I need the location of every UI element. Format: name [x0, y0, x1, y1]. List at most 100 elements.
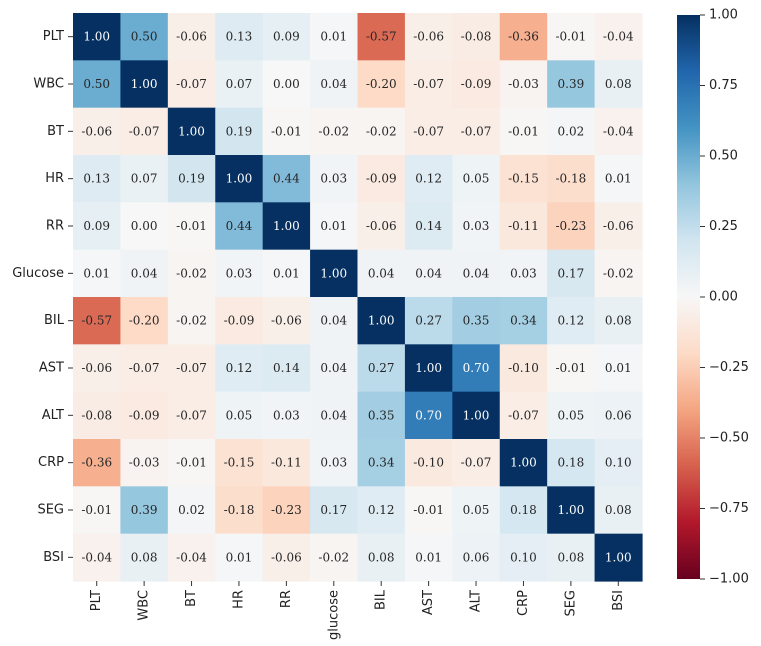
cell-value-label: 1.00 — [510, 456, 537, 470]
heatmap-cell-bsi-bt — [167, 533, 216, 582]
heatmap-cell-seg-hr — [215, 486, 264, 535]
column-tick-label: HR — [231, 590, 246, 609]
cell-value-label: 0.12 — [558, 314, 585, 328]
heatmap-cell-bil-ast — [404, 297, 453, 345]
heatmap-cell-seg-seg — [547, 486, 596, 535]
cell-value-label: 0.13 — [226, 30, 253, 44]
heatmap-cell-rr-wbc — [120, 202, 169, 251]
colorbar-tick-label: 0.75 — [709, 78, 738, 93]
heatmap-cell-seg-bsi — [594, 486, 643, 535]
cell-value-label: 0.50 — [83, 77, 110, 91]
cell-value-label: 0.02 — [178, 503, 205, 517]
cell-value-label: -0.10 — [413, 456, 444, 470]
cell-value-label: 0.04 — [131, 266, 158, 280]
heatmap-cell-labels: 1.00 0.50 -0.06 0.13 0.09 0.01 -0.57 -0.06 -0.08… — [81, 30, 634, 565]
cell-value-label: 0.09 — [83, 219, 110, 233]
cell-value-label: 0.03 — [463, 219, 490, 233]
heatmap-cell-hr-alt — [452, 155, 501, 203]
heatmap-cell-ast-bsi — [594, 344, 643, 393]
colorbar-tick-label: 1.00 — [709, 8, 738, 23]
heatmap-cell-hr-hr — [215, 155, 264, 203]
heatmap-cell-hr-seg — [547, 155, 596, 203]
cell-value-label: -0.01 — [413, 503, 444, 517]
cell-value-label: -0.02 — [318, 550, 349, 564]
column-tick-label: BSI — [611, 590, 626, 611]
heatmap-cell-bil-rr — [262, 297, 311, 345]
cell-value-label: -0.20 — [366, 77, 397, 91]
heatmap-cell-ast-alt — [452, 344, 501, 393]
cell-value-label: 0.35 — [463, 314, 490, 328]
row-tick-label: PLT — [43, 29, 64, 44]
row-tick-label: Glucose — [12, 266, 64, 281]
heatmap-cell-bt-alt — [452, 107, 501, 156]
heatmap-cell-alt-bsi — [594, 391, 643, 440]
cell-value-label: 0.17 — [320, 503, 347, 517]
cell-value-label: -0.07 — [176, 408, 207, 422]
heatmap-cell-bil-bsi — [594, 297, 643, 345]
cell-value-label: 0.05 — [226, 408, 253, 422]
cell-value-label: -0.06 — [81, 361, 112, 375]
heatmap-cell-bt-bsi — [594, 107, 643, 156]
heatmap-cell-alt-ast — [404, 391, 453, 440]
heatmap-cell-crp-bt — [167, 439, 216, 487]
column-tick-label: WBC — [137, 590, 152, 621]
column-tick-labels: PLT WBC BT HR RR glucose BIL AST ALT CRP SEG BSI — [89, 581, 626, 640]
heatmap-cell-alt-hr — [215, 391, 264, 440]
cell-value-label: -0.06 — [366, 219, 397, 233]
heatmap-cell-plt-bil — [357, 13, 406, 61]
cell-value-label: 0.02 — [558, 124, 585, 138]
cell-value-label: -0.04 — [603, 30, 634, 44]
heatmap-cell-glucose-bt — [167, 249, 216, 298]
heatmap-cell-bil-hr — [215, 297, 264, 345]
heatmap-cell-rr-crp — [499, 202, 548, 251]
heatmap-cell-plt-ast — [404, 13, 453, 61]
column-tick-label: AST — [421, 590, 436, 615]
row-tick-label: BIL — [44, 313, 65, 328]
heatmap-cell-bt-ast — [404, 107, 453, 156]
row-tick-label: WBC — [33, 77, 64, 92]
cell-value-label: -0.01 — [81, 503, 112, 517]
heatmap-cell-crp-ast — [404, 439, 453, 487]
heatmap-cell-rr-ast — [404, 202, 453, 251]
cell-value-label: 1.00 — [368, 314, 395, 328]
cell-value-label: -0.07 — [176, 77, 207, 91]
heatmap-cell-bt-rr — [262, 107, 311, 156]
heatmap-cell-bsi-alt — [452, 533, 501, 582]
cell-value-label: -0.08 — [461, 30, 492, 44]
heatmap-cell-crp-bsi — [594, 439, 643, 487]
heatmap-cell-bil-bil — [357, 297, 406, 345]
column-tick-label: ALT — [469, 590, 484, 612]
cell-value-label: 0.44 — [226, 219, 253, 233]
cell-value-label: -0.07 — [413, 77, 444, 91]
cell-value-label: 0.08 — [131, 550, 158, 564]
cell-value-label: 0.06 — [463, 550, 490, 564]
cell-value-label: -0.36 — [81, 456, 112, 470]
colorbar-tick-label: 0.25 — [709, 219, 738, 234]
heatmap-cell-wbc-bsi — [594, 60, 643, 109]
heatmap-cell-bsi-rr — [262, 533, 311, 582]
row-tick-label: RR — [46, 219, 64, 234]
heatmap-cell-crp-plt — [73, 439, 122, 487]
heatmap-cell-bil-seg — [547, 297, 596, 345]
cell-value-label: 0.00 — [131, 219, 158, 233]
cell-value-label: 1.00 — [558, 503, 585, 517]
cell-value-label: -0.07 — [461, 456, 492, 470]
cell-value-label: 0.03 — [320, 456, 347, 470]
heatmap-cell-rr-bsi — [594, 202, 643, 251]
cell-value-label: -0.23 — [271, 503, 302, 517]
cell-value-label: -0.03 — [508, 77, 539, 91]
heatmap-cell-glucose-seg — [547, 249, 596, 298]
column-tick-label: glucose — [326, 590, 341, 640]
heatmap-cell-ast-glucose — [310, 344, 359, 393]
heatmap-cell-seg-bil — [357, 486, 406, 535]
heatmap-cell-glucose-wbc — [120, 249, 169, 298]
heatmap-cell-seg-rr — [262, 486, 311, 535]
heatmap-cell-ast-hr — [215, 344, 264, 393]
heatmap-cell-bil-alt — [452, 297, 501, 345]
heatmap-cell-wbc-bt — [167, 60, 216, 109]
heatmap-cell-ast-bt — [167, 344, 216, 393]
cell-value-label: 0.01 — [273, 266, 300, 280]
heatmap-cell-seg-crp — [499, 486, 548, 535]
cell-value-label: -0.57 — [81, 314, 112, 328]
cell-value-label: 0.01 — [83, 266, 110, 280]
